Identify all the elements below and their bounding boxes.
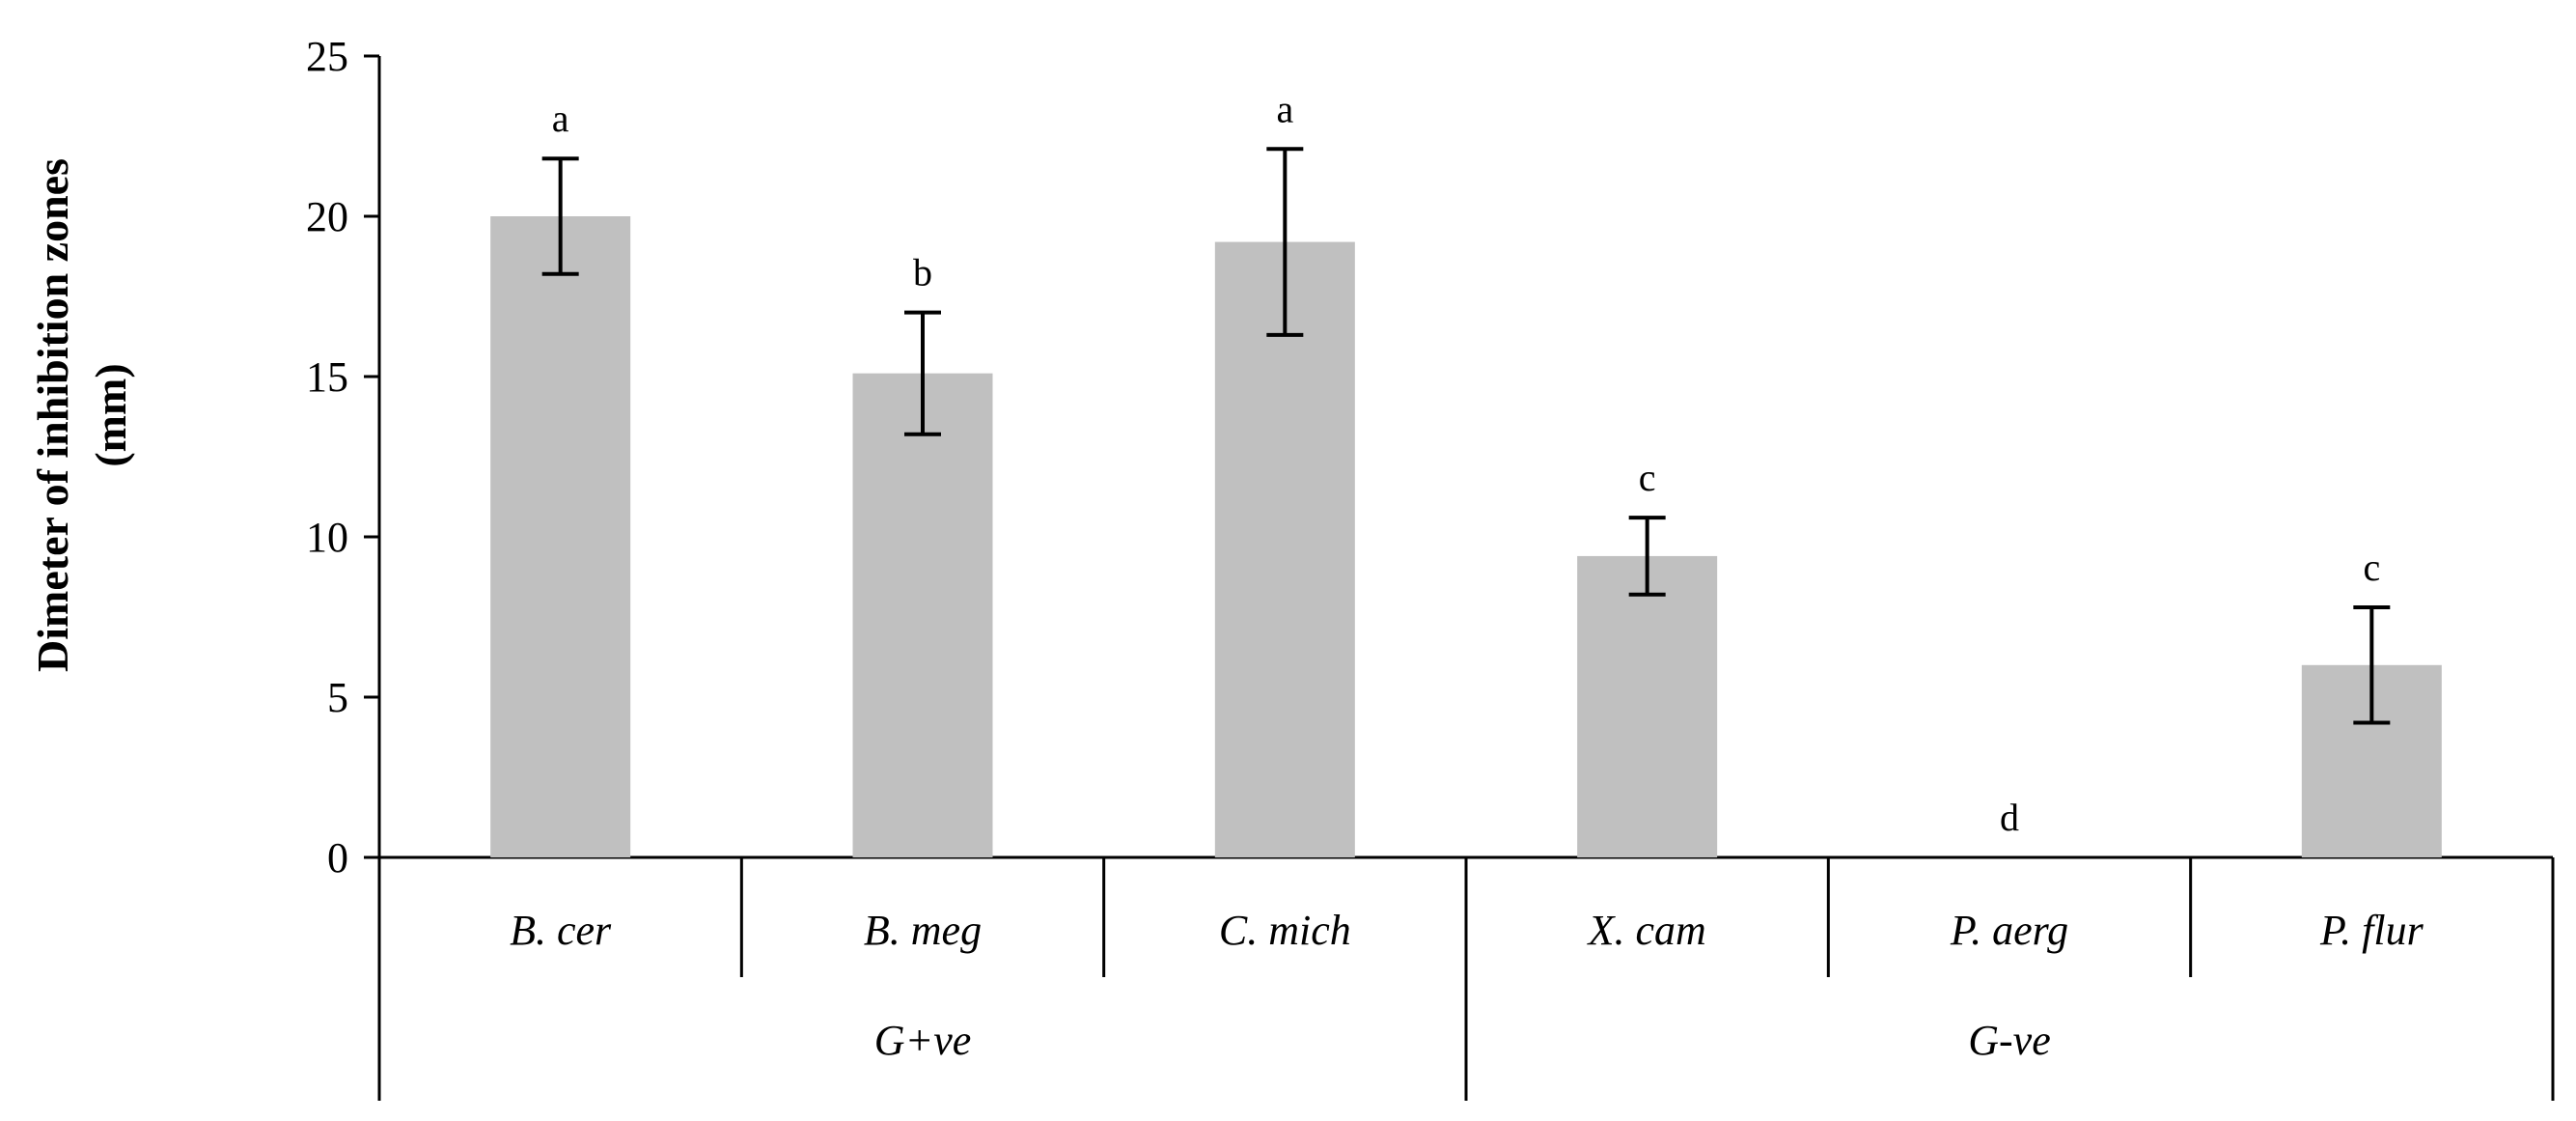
x-category-label: B. meg [864,907,982,954]
x-axis-categories: B. cer B. meg C. mich X. cam P. aerg P. flur [510,857,2555,1101]
y-tick-label: 25 [306,33,348,80]
x-category-label: X. cam [1587,907,1706,954]
bars [490,216,2442,857]
x-group-label: G+ve [874,1017,972,1064]
significance-letters: a b a c d c [552,87,2380,839]
x-category-label: B. cer [510,907,612,954]
error-bars [541,147,2391,725]
error-bar [1628,516,1666,597]
significance-letter: c [2363,546,2380,589]
significance-letter: a [552,97,569,140]
y-tick-label: 5 [327,674,348,721]
bar [1214,241,1355,857]
bar [1577,555,1718,857]
significance-letter: a [1276,87,1293,130]
y-axis-title-line-2: (mm) [86,363,135,466]
y-axis-ticks: 0 5 10 15 20 25 [306,33,379,882]
x-category-label: P. aerg [1950,907,2068,954]
significance-letter: c [1639,456,1656,499]
significance-letter: d [2000,796,2019,839]
y-tick-label: 15 [306,353,348,401]
bar [852,373,993,857]
error-bar [541,156,579,276]
significance-letter: b [913,251,932,294]
y-axis-title: Dimeter of inhibition zones (mm) [28,158,135,672]
y-axis-title-line-1: Dimeter of inhibition zones [28,158,77,672]
y-tick-label: 10 [306,514,348,561]
x-group-label: G-ve [1968,1017,2051,1064]
y-tick-label: 0 [327,834,348,882]
y-tick-label: 20 [306,193,348,240]
error-bar [2353,605,2391,725]
bar [490,216,631,857]
x-category-label: P. flur [2319,907,2424,954]
error-bar [1266,147,1304,337]
x-category-label: C. mich [1219,907,1351,954]
x-axis-groups: G+ve G-ve [874,1017,2051,1064]
error-bar [904,310,941,436]
